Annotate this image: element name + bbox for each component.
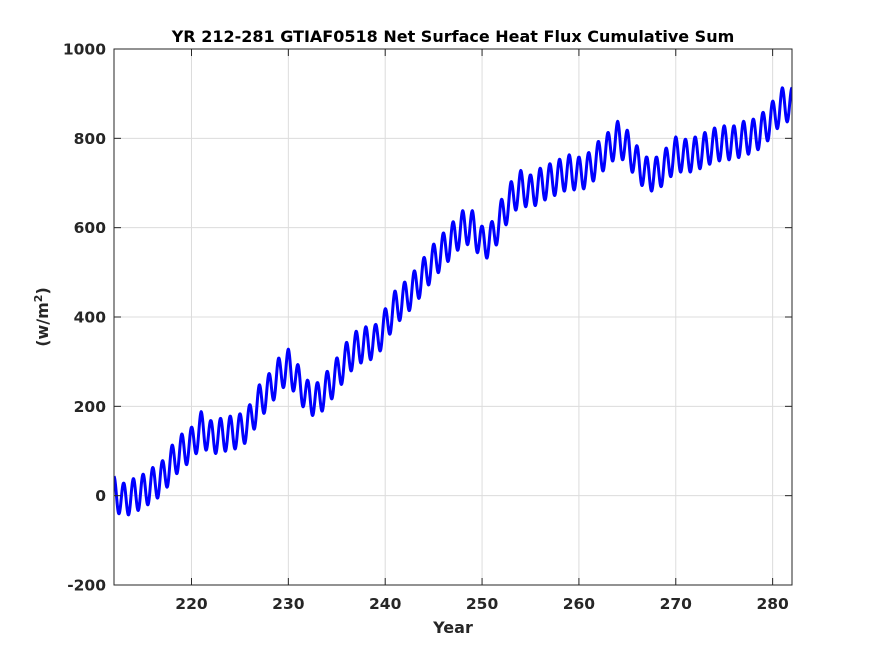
y-axis-label-base: (w/m	[33, 302, 52, 347]
x-tick-label: 240	[369, 595, 402, 613]
chart-title: YR 212-281 GTIAF0518 Net Surface Heat Fl…	[171, 27, 735, 46]
y-axis-label: (w/m2)	[32, 287, 52, 347]
series-line	[114, 86, 792, 517]
y-tick-label: 0	[95, 487, 106, 505]
tick-marks	[114, 48, 792, 586]
y-tick-label: -200	[67, 577, 106, 595]
y-axis-label-close: )	[33, 287, 52, 294]
y-tick-labels: -200 0 200 400 600 800 1000	[63, 41, 106, 595]
y-tick-label: 600	[74, 219, 107, 237]
y-tick-label: 200	[74, 398, 107, 416]
y-tick-label: 1000	[63, 41, 106, 59]
y-tick-label: 400	[74, 309, 107, 327]
x-tick-label: 220	[175, 595, 208, 613]
x-tick-label: 270	[660, 595, 693, 613]
y-tick-label: 800	[74, 130, 107, 148]
x-axis-label: Year	[432, 618, 473, 637]
x-tick-label: 260	[563, 595, 596, 613]
x-tick-labels: 220 230 240 250 260 270 280	[175, 595, 789, 613]
x-tick-label: 230	[272, 595, 305, 613]
x-tick-label: 250	[466, 595, 499, 613]
y-axis-label-superscript: 2	[32, 295, 45, 303]
data-layer	[114, 86, 792, 517]
x-tick-label: 280	[756, 595, 789, 613]
